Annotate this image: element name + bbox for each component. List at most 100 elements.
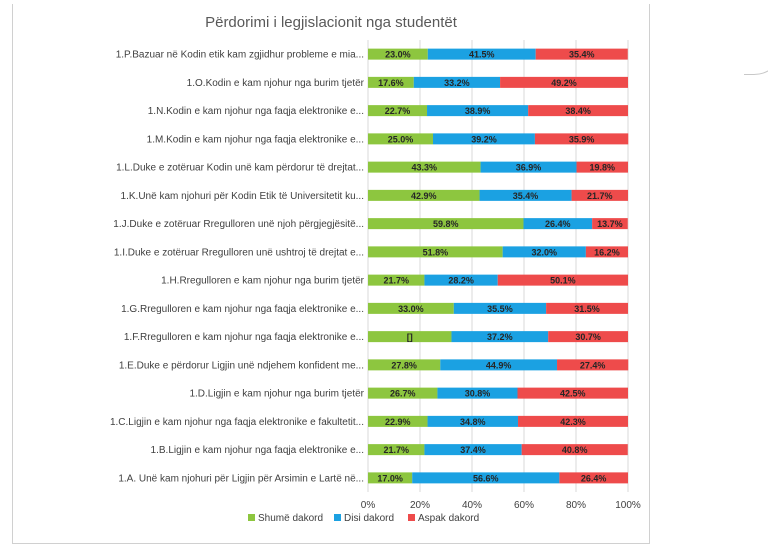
bar-segment-shume-dakord [368, 415, 428, 427]
bar-segment-shume-dakord [368, 105, 428, 117]
x-tick-label: 40% [462, 500, 482, 511]
bar-segment-aspak-dakord [517, 387, 628, 399]
data-label: 33.2% [444, 78, 470, 88]
bar-segment-aspak-dakord [585, 246, 628, 258]
data-label: 26.4% [581, 473, 607, 483]
bar-segment-aspak-dakord [548, 331, 628, 343]
bar-segment-aspak-dakord [571, 189, 628, 201]
category-label: 1.F.Rregulloren e kam njohur nga faqja e… [124, 332, 364, 343]
data-label: 27.4% [580, 360, 606, 370]
category-label: 1.K.Unë kam njohuri për Kodin Etik të Un… [121, 191, 364, 202]
category-label: 1.C.Ligjin e kam njohur nga faqja elektr… [110, 417, 364, 428]
data-label: [] [407, 332, 413, 342]
data-label: 28.2% [448, 276, 474, 286]
category-label: 1.P.Bazuar në Kodin etik kam zgjidhur pr… [116, 50, 364, 61]
data-label: 38.4% [565, 106, 591, 116]
bar-segment-disi-dakord [479, 189, 572, 201]
category-label: 1.I.Duke e zotëruar Rregulloren unë usht… [114, 247, 364, 258]
x-tick-label: 100% [615, 500, 641, 511]
category-label: 1.B.Ligjin e kam njohur nga faqja elektr… [151, 445, 364, 456]
bar-segment-shume-dakord [368, 133, 433, 145]
category-label: 1.N.Kodin e kam njohur nga faqja elektro… [148, 106, 364, 117]
x-tick-label: 20% [410, 500, 430, 511]
category-label: 1.H.Rregulloren e kam njohur nga burim t… [161, 276, 365, 287]
data-label: 59.8% [433, 219, 459, 229]
data-label: 35.5% [487, 304, 513, 314]
data-label: 42.5% [560, 389, 586, 399]
bar-segment-shume-dakord [368, 331, 452, 343]
data-label: 44.9% [486, 360, 512, 370]
chart-title: Përdorimi i legjislacionit nga studentët [205, 14, 457, 31]
bar-segment-disi-dakord [451, 331, 549, 343]
bar-segment-aspak-dakord [500, 76, 628, 88]
bar-segment-disi-dakord [502, 246, 586, 258]
data-label: 30.7% [575, 332, 601, 342]
data-label: 51.8% [423, 247, 449, 257]
bar-segment-disi-dakord [437, 387, 518, 399]
bar-segment-aspak-dakord [592, 218, 628, 230]
bar-segment-shume-dakord [368, 472, 413, 484]
data-label: 22.7% [385, 106, 411, 116]
legend-swatch [334, 514, 341, 521]
data-label: 35.4% [569, 50, 595, 60]
category-label: 1.G.Rregulloren e kam njohur nga faqja e… [121, 304, 364, 315]
bar-segment-aspak-dakord [528, 105, 628, 117]
data-label: 27.8% [391, 360, 417, 370]
bar-segment-disi-dakord [427, 48, 536, 60]
data-label: 40.8% [562, 445, 588, 455]
data-label: 31.5% [574, 304, 600, 314]
bar-segment-shume-dakord [368, 302, 454, 314]
legend-swatch [408, 514, 415, 521]
legend-label: Aspak dakord [418, 513, 479, 524]
data-label: 26.4% [545, 219, 571, 229]
data-label: 26.7% [390, 389, 416, 399]
data-label: 19.8% [589, 163, 615, 173]
category-label: 1.A. Unë kam njohuri për Ligjin për Arsi… [118, 473, 364, 484]
bar-segment-aspak-dakord [497, 274, 628, 286]
bar-segment-disi-dakord [433, 133, 535, 145]
legend-swatch [248, 514, 255, 521]
legend-label: Shumë dakord [258, 513, 323, 524]
data-label: 42.9% [411, 191, 437, 201]
data-label: 42.3% [560, 417, 586, 427]
bar-segment-aspak-dakord [534, 133, 629, 145]
data-label: 37.4% [460, 445, 486, 455]
category-label: 1.E.Duke e përdorur Ligjin unë ndjehem k… [119, 360, 364, 371]
category-label: 1.D.Ligjin e kam njohur nga burim tjetër [189, 389, 364, 400]
bar-segment-disi-dakord [440, 359, 558, 371]
bar-segment-disi-dakord [412, 472, 560, 484]
data-label: 49.2% [551, 78, 577, 88]
data-label: 30.8% [465, 389, 491, 399]
x-tick-label: 80% [566, 500, 586, 511]
bar-segment-disi-dakord [413, 76, 501, 88]
data-label: 17.6% [378, 78, 404, 88]
bar-segment-aspak-dakord [518, 415, 628, 427]
data-label: 13.7% [597, 219, 623, 229]
data-label: 17.0% [377, 473, 403, 483]
bar-segment-disi-dakord [523, 218, 593, 230]
bar-segment-shume-dakord [368, 76, 414, 88]
data-label: 32.0% [532, 247, 558, 257]
bar-segment-shume-dakord [368, 444, 425, 456]
data-label: 39.2% [471, 134, 497, 144]
bar-segment-shume-dakord [368, 189, 480, 201]
data-label: 38.9% [465, 106, 491, 116]
data-label: 21.7% [587, 191, 613, 201]
bar-segment-shume-dakord [368, 359, 441, 371]
bar-segment-shume-dakord [368, 387, 438, 399]
bar-segment-aspak-dakord [535, 48, 628, 60]
category-label: 1.J.Duke e zotëruar Rregulloren unë njoh… [113, 219, 364, 230]
category-label: 1.L.Duke e zotëruar Kodin unë kam përdor… [116, 163, 364, 174]
data-label: 37.2% [487, 332, 513, 342]
data-label: 50.1% [550, 276, 576, 286]
bar-segment-aspak-dakord [559, 472, 628, 484]
bar-segment-disi-dakord [424, 444, 522, 456]
bar-segment-disi-dakord [427, 105, 529, 117]
x-tick-label: 0% [361, 500, 376, 511]
data-label: 43.3% [412, 163, 438, 173]
category-label: 1.M.Kodin e kam njohur nga faqja elektro… [147, 134, 364, 145]
bar-segment-aspak-dakord [557, 359, 629, 371]
bar-segment-shume-dakord [368, 218, 524, 230]
bar-segment-disi-dakord [427, 415, 519, 427]
